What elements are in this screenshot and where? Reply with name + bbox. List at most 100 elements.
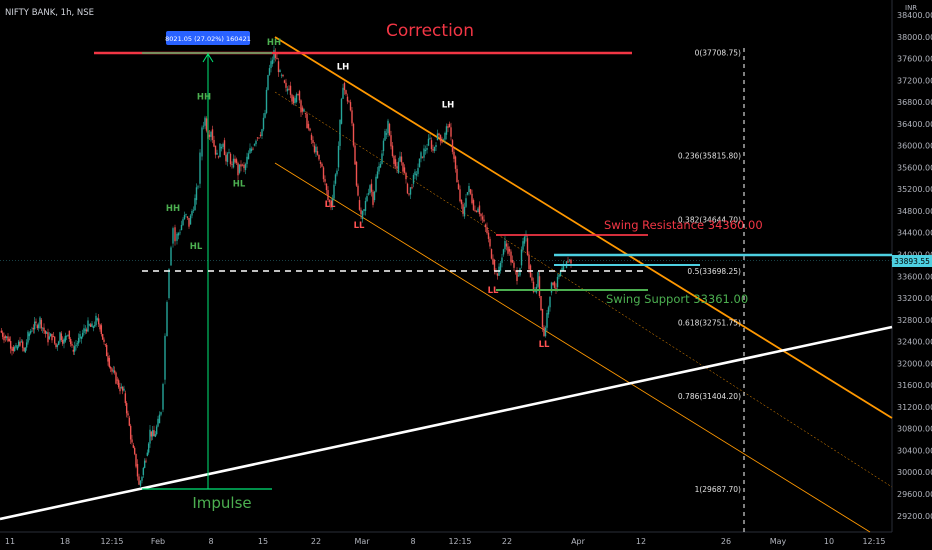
candle-body — [223, 140, 226, 156]
price-tick-label: 35200.00 — [897, 185, 932, 194]
candle-body — [57, 341, 60, 346]
candle-body — [83, 328, 85, 333]
candle-body — [183, 215, 186, 220]
price-tag: 33893.55 — [894, 257, 930, 266]
candle-body — [19, 341, 21, 346]
candle-body — [370, 183, 373, 192]
candle-body — [101, 334, 104, 340]
candle-body — [52, 336, 55, 337]
candle-body — [158, 414, 161, 424]
candle-body — [79, 334, 81, 338]
candle-body — [151, 430, 154, 437]
candle-body — [261, 129, 263, 136]
candle-body — [153, 430, 155, 437]
candle-body — [76, 343, 79, 345]
candle-body — [95, 315, 97, 326]
price-tick-label: 31200.00 — [897, 403, 932, 412]
candle-body — [133, 447, 136, 454]
candle-body — [381, 153, 383, 164]
candle-body — [116, 379, 119, 381]
wave-label: HH — [267, 38, 281, 48]
candle-body — [319, 161, 322, 164]
fib-level-label: 0.786(31404.20) — [678, 392, 741, 401]
time-tick-label: Apr — [571, 537, 586, 546]
candle-body — [43, 327, 45, 332]
candle-body — [238, 164, 241, 173]
candle-body — [312, 140, 314, 144]
candle-body — [112, 370, 115, 372]
candle-body — [294, 98, 296, 104]
wave-label: HL — [233, 179, 246, 189]
candle-body — [176, 233, 178, 241]
symbol-label[interactable]: NIFTY BANK, 1h, NSE — [5, 8, 94, 18]
candle-body — [307, 123, 310, 129]
time-axis[interactable]: 11 18 12:15 Feb 8 15 22 Mar 8 12:15 22 Apr 12 26 May 10… — [5, 537, 886, 546]
candle-body — [119, 387, 121, 392]
candle-body — [489, 238, 491, 247]
downtrend-upper-line[interactable] — [274, 36, 893, 419]
candle-body — [31, 330, 33, 332]
candle-body — [391, 145, 394, 156]
candle-body — [185, 214, 187, 216]
price-tick-label: 36400.00 — [897, 120, 932, 129]
candle-body — [478, 205, 481, 215]
candle-body — [496, 273, 499, 276]
candle-body — [349, 102, 352, 111]
candle-body — [234, 158, 236, 163]
candle-body — [222, 143, 224, 147]
candle-body — [555, 287, 557, 290]
candle-body — [219, 143, 221, 158]
candle-body — [53, 336, 56, 344]
candle-body — [41, 327, 44, 329]
candle-body — [131, 439, 133, 443]
candle-body — [406, 183, 409, 194]
candle-body — [520, 249, 523, 266]
candle-body — [214, 145, 217, 155]
candle-body — [546, 313, 548, 328]
candle-body — [244, 164, 247, 171]
candle-body — [51, 333, 53, 341]
candle-body — [543, 327, 545, 336]
candle-body — [297, 94, 299, 95]
candle-body — [516, 271, 518, 282]
candle-body — [540, 296, 542, 311]
candle-body — [258, 137, 260, 139]
candle-body — [97, 318, 100, 325]
candle-body — [322, 167, 325, 180]
candle-body — [475, 210, 478, 213]
candle-body — [526, 238, 529, 255]
candle-body — [174, 227, 176, 242]
wave-labels: HH LH LH HH HL HH HL LL LL LL LL — [166, 38, 550, 350]
candle-body — [129, 425, 132, 440]
candle-body — [33, 321, 36, 330]
candle-body — [107, 356, 109, 362]
price-axis[interactable]: 38400.00 38000.00 37600.00 37200.00 36800.00… — [897, 11, 932, 521]
wave-label: LL — [354, 221, 365, 231]
price-tick-label: 31600.00 — [897, 381, 932, 390]
candle-body — [226, 153, 229, 162]
candle-body — [127, 413, 129, 416]
downtrend-lower-line[interactable] — [274, 162, 871, 533]
candle-body — [484, 224, 487, 228]
candle-body — [507, 246, 509, 254]
candle-body — [313, 145, 316, 153]
candle-body — [541, 308, 544, 328]
candle-body — [523, 236, 526, 244]
candle-body — [273, 50, 275, 60]
candle-body — [285, 82, 287, 88]
rising-support-line[interactable] — [0, 325, 893, 521]
candle-body — [511, 259, 514, 263]
time-tick-label: 12:15 — [448, 537, 471, 546]
candle-body — [358, 200, 361, 210]
candle-body — [96, 318, 99, 320]
candle-body — [247, 153, 250, 160]
candle-body — [7, 336, 9, 342]
candle-body — [115, 372, 117, 384]
candle-body — [388, 123, 391, 136]
candle-body — [259, 134, 262, 136]
candle-body — [160, 412, 162, 415]
candle-body — [468, 185, 470, 193]
candle-body — [385, 133, 388, 135]
candle-body — [45, 332, 48, 334]
candle-body — [282, 74, 284, 77]
